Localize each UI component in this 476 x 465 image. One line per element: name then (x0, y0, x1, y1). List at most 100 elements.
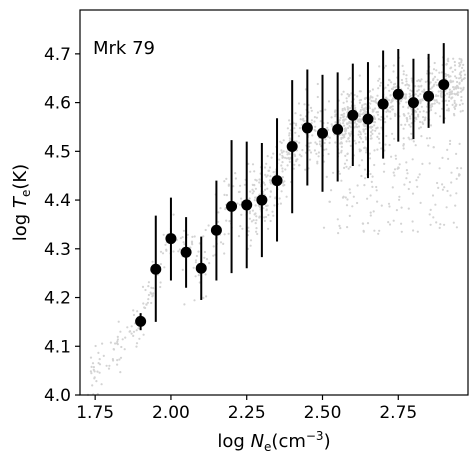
cloud-point (463, 73, 467, 76)
cloud-point (395, 209, 398, 212)
cloud-point (372, 210, 375, 213)
cloud-point (419, 201, 422, 204)
cloud-point (362, 111, 365, 115)
cloud-point (288, 132, 291, 135)
cloud-point (356, 184, 359, 187)
cloud-point (254, 187, 257, 190)
cloud-point (402, 70, 405, 73)
cloud-point (347, 78, 350, 81)
cloud-point (380, 204, 383, 207)
cloud-point (298, 141, 301, 144)
cloud-point (378, 141, 381, 144)
cloud-point (432, 68, 436, 71)
cloud-point (384, 121, 387, 124)
cloud-point (258, 178, 261, 181)
cloud-point (421, 162, 424, 165)
cloud-point (266, 155, 269, 158)
cloud-point (364, 177, 367, 180)
cloud-point (118, 358, 121, 361)
cloud-point (195, 254, 198, 258)
cloud-point (89, 370, 92, 373)
y-axis-label-var: T (10, 195, 31, 208)
cloud-point (270, 156, 273, 159)
cloud-point (197, 250, 200, 253)
y-axis-label-sub: e (19, 190, 33, 197)
cloud-point (294, 131, 297, 134)
cloud-point (411, 192, 415, 195)
cloud-point (318, 140, 321, 143)
cloud-point (316, 95, 319, 99)
cloud-point (281, 161, 284, 164)
cloud-point (287, 156, 290, 160)
cloud-point (223, 233, 226, 236)
x-tick-label: 2.75 (379, 403, 417, 423)
cloud-point (341, 113, 344, 116)
cloud-point (375, 185, 378, 189)
cloud-point (420, 78, 423, 81)
cloud-point (462, 88, 465, 91)
cloud-point (424, 116, 427, 119)
cloud-point (310, 119, 313, 122)
cloud-point (164, 243, 167, 246)
cloud-point (319, 110, 322, 113)
y-tick-label: 4.5 (44, 142, 71, 162)
cloud-point (316, 160, 319, 163)
cloud-point (456, 80, 459, 84)
cloud-point (202, 235, 205, 238)
cloud-point (447, 75, 450, 78)
cloud-point (145, 303, 148, 306)
cloud-point (350, 122, 353, 125)
cloud-point (445, 63, 448, 66)
cloud-point (238, 190, 241, 193)
cloud-point (340, 145, 343, 148)
y-axis-label-prefix: log (10, 208, 31, 241)
cloud-point (301, 149, 304, 152)
cloud-point (428, 137, 431, 140)
cloud-point (97, 351, 100, 354)
cloud-point (431, 86, 434, 89)
cloud-point (461, 109, 464, 112)
cloud-point (453, 99, 456, 102)
cloud-point (223, 252, 226, 255)
y-axis-label: log Te(K) (10, 164, 33, 241)
cloud-point (149, 291, 152, 294)
data-point (377, 98, 389, 110)
cloud-point (191, 243, 194, 246)
cloud-point (296, 158, 299, 161)
cloud-point (224, 208, 227, 211)
cloud-point (316, 162, 319, 165)
cloud-point (327, 152, 330, 156)
cloud-point (405, 169, 408, 172)
data-point (180, 246, 192, 258)
cloud-point (279, 202, 282, 205)
cloud-point (255, 219, 258, 222)
cloud-point (323, 141, 326, 145)
cloud-point (358, 164, 361, 167)
cloud-point (353, 139, 356, 142)
cloud-point (408, 95, 411, 98)
cloud-point (248, 217, 251, 220)
cloud-point (339, 227, 342, 230)
cloud-point (370, 99, 373, 102)
cloud-point (147, 293, 150, 297)
cloud-point (432, 216, 435, 219)
cloud-point (346, 226, 349, 229)
cloud-point (225, 177, 228, 180)
cloud-point (269, 175, 272, 178)
cloud-point (227, 184, 230, 187)
cloud-point (376, 94, 379, 97)
cloud-point (418, 99, 421, 102)
cloud-point (431, 102, 434, 106)
cloud-point (208, 262, 211, 265)
cloud-point (377, 79, 380, 82)
cloud-point (386, 115, 389, 118)
cloud-point (371, 88, 374, 91)
cloud-point (92, 368, 95, 371)
cloud-point (443, 186, 446, 189)
cloud-point (132, 334, 135, 337)
cloud-point (251, 188, 254, 191)
cloud-point (295, 160, 298, 163)
cloud-point (458, 142, 461, 145)
cloud-point (440, 71, 443, 74)
cloud-point (378, 229, 381, 232)
